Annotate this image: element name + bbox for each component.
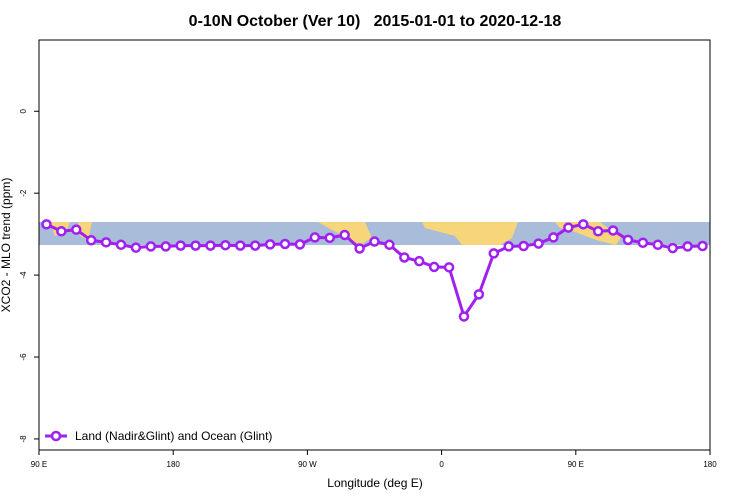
point: [264, 239, 276, 250]
map-band: [39, 222, 710, 245]
point: [503, 241, 514, 252]
point: [637, 237, 649, 248]
x-tick-label: 90 E: [568, 460, 584, 469]
point: [205, 240, 216, 251]
point: [622, 234, 634, 246]
legend-marker: [50, 430, 62, 442]
point: [339, 229, 350, 241]
chart-title: 0-10N October (Ver 10) 2015-01-01 to 202…: [189, 13, 562, 30]
point: [145, 241, 157, 252]
point: [369, 236, 380, 247]
point: [578, 219, 589, 230]
point: [309, 232, 321, 243]
point: [667, 242, 678, 254]
point: [130, 242, 142, 253]
point: [697, 240, 708, 252]
x-tick-label: 180: [167, 460, 181, 469]
point: [443, 262, 455, 273]
point: [518, 240, 529, 252]
point: [563, 222, 574, 233]
point: [41, 219, 52, 230]
x-tick-label: 90 E: [31, 460, 47, 469]
y-tick-label: -6: [19, 353, 28, 361]
point: [548, 232, 559, 243]
point: [294, 239, 306, 250]
point: [175, 240, 186, 251]
point: [85, 235, 97, 246]
point: [160, 241, 171, 252]
point: [279, 238, 291, 250]
point: [458, 311, 470, 322]
point: [428, 261, 440, 273]
point: [473, 289, 485, 300]
point: [220, 239, 231, 251]
legend-label: Land (Nadir&Glint) and Ocean (Glint): [75, 429, 272, 443]
point: [399, 252, 410, 263]
point: [354, 243, 365, 254]
point: [607, 225, 619, 236]
point: [190, 240, 201, 251]
y-tick-label: -2: [19, 189, 28, 197]
x-tick-label: 180: [703, 460, 717, 469]
point: [384, 239, 395, 251]
y-axis-label: XCO2 - MLO trend (ppm): [0, 178, 13, 313]
y-tick-label: -8: [19, 435, 28, 443]
point: [682, 241, 693, 252]
x-tick-label: 0: [439, 460, 444, 469]
point: [413, 255, 425, 267]
point: [235, 240, 246, 251]
y-tick-label: -4: [19, 271, 28, 279]
point: [592, 226, 604, 237]
point: [488, 248, 500, 259]
point: [115, 239, 127, 251]
point: [652, 239, 664, 251]
point: [100, 237, 112, 248]
x-axis-label: Longitude (deg E): [327, 476, 422, 490]
x-tick-label: 90 W: [298, 460, 317, 469]
point: [56, 226, 67, 237]
y-tick-label: 0: [19, 108, 28, 113]
point: [533, 238, 544, 249]
plot-frame: [38, 39, 711, 451]
point: [249, 240, 261, 251]
point: [71, 224, 82, 235]
point: [324, 232, 336, 244]
